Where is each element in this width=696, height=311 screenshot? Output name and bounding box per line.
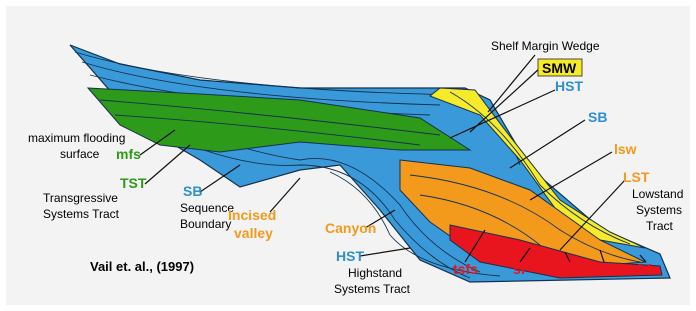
- label: lsw: [614, 141, 637, 157]
- label: Systems: [636, 203, 682, 217]
- label: LST: [623, 169, 650, 185]
- label: SB: [183, 183, 202, 199]
- label: Incised: [228, 207, 276, 223]
- label: surface: [60, 147, 100, 161]
- label: HST: [336, 248, 364, 264]
- label: valley: [234, 225, 273, 241]
- label: SMW: [542, 60, 577, 76]
- label: tfs: [560, 261, 577, 277]
- label: Canyon: [325, 220, 376, 236]
- label: Systems Tract: [334, 282, 411, 296]
- label: Transgressive: [43, 191, 118, 205]
- label: Sequence: [180, 201, 234, 215]
- citation: Vail et. al., (1997): [90, 259, 194, 274]
- label: bf: [638, 261, 652, 277]
- label: Tract: [646, 219, 674, 233]
- label: Lowstand: [632, 187, 683, 201]
- label: sf: [513, 261, 526, 277]
- label: Highstand: [348, 266, 402, 280]
- label: mfs: [116, 146, 141, 162]
- label: Boundary: [180, 217, 231, 231]
- label: fc: [596, 261, 609, 277]
- label: HST: [555, 78, 583, 94]
- label: TST: [120, 175, 147, 191]
- label: tsfs: [453, 261, 478, 277]
- label: Shelf Margin Wedge: [491, 39, 600, 53]
- diagram: Shelf Margin Wedge SMW HST SB lsw LST Lo…: [0, 0, 696, 311]
- label: Systems Tract: [43, 207, 120, 221]
- label: SB: [588, 109, 607, 125]
- label: maximum flooding: [28, 131, 125, 145]
